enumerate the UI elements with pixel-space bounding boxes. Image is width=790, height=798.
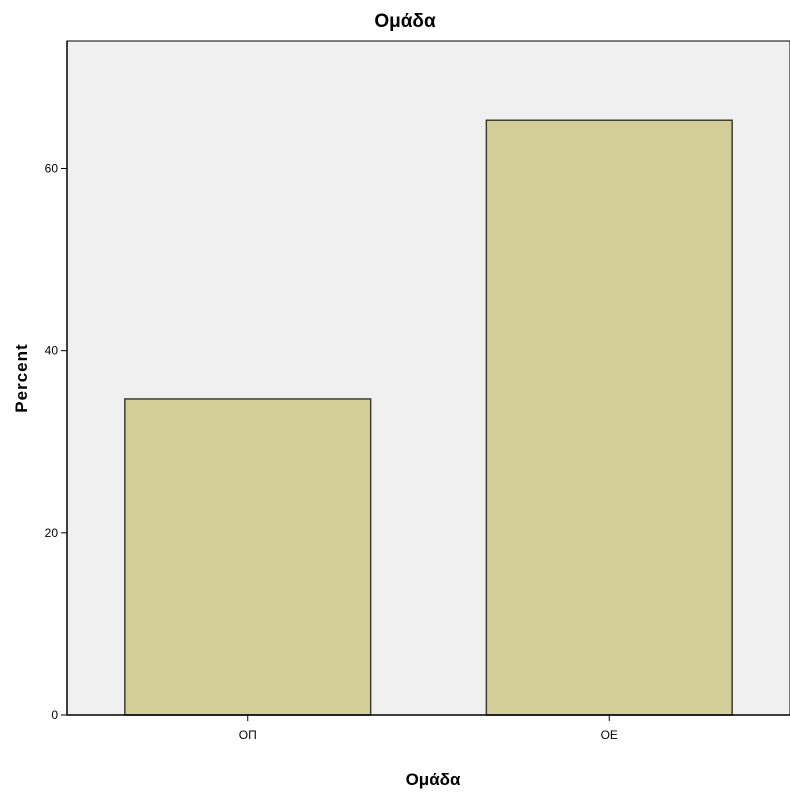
y-tick-label: 0 [51,708,58,722]
x-axis-title: Ομάδα [406,770,461,789]
y-tick-label: 20 [45,526,59,540]
x-tick-label: ΟΕ [601,728,618,742]
y-ticks-layer: 0 20 40 60 [45,162,67,722]
y-tick-label: 60 [45,162,59,176]
x-tick-label: ΟΠ [239,728,257,742]
x-ticks-layer: ΟΠ ΟΕ [239,715,618,742]
y-tick-label: 40 [45,344,59,358]
bar-2 [485,119,733,716]
bar-1 [124,398,372,716]
y-axis-title: Percent [12,343,31,412]
chart-title: Ομάδα [374,11,436,32]
